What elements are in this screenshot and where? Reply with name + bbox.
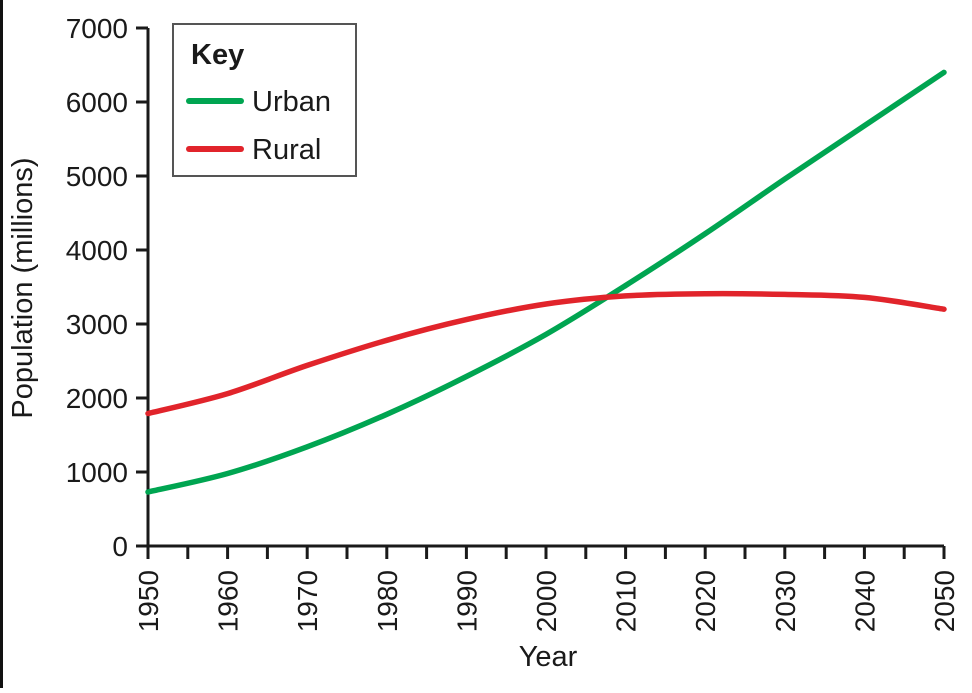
y-tick-label: 6000 (66, 87, 128, 118)
series-line-urban (145, 69, 947, 495)
x-tick-label: 1990 (451, 570, 482, 632)
x-tick-label: 2040 (849, 570, 880, 632)
x-tick-label: 1970 (292, 570, 323, 632)
x-axis-title: Year (519, 641, 578, 673)
x-tick-label: 2020 (690, 570, 721, 632)
y-tick-label: 2000 (66, 383, 128, 414)
y-tick-label: 0 (112, 531, 128, 562)
legend-title: Key (191, 39, 244, 71)
axis-ticks (136, 26, 946, 559)
x-tick-label: 2050 (929, 570, 960, 632)
x-tick-label: 2030 (770, 570, 801, 632)
x-tick-label: 1980 (372, 570, 403, 632)
y-tick-label: 1000 (66, 457, 128, 488)
x-tick-label: 1950 (133, 570, 164, 632)
page-left-border (0, 0, 3, 688)
x-tick-label: 1960 (213, 570, 244, 632)
y-tick-label: 4000 (66, 235, 128, 266)
legend: Key Urban Rural (172, 23, 357, 177)
tick-labels: 0 1000 2000 3000 4000 5000 6000 7000 1950 1960 197… (66, 13, 960, 632)
legend-label-rural: Rural (252, 134, 321, 166)
series-line-rural (145, 290, 947, 417)
series-lines (145, 69, 947, 495)
y-tick-label: 3000 (66, 309, 128, 340)
y-tick-label: 7000 (66, 13, 128, 44)
y-axis-title: Population (millions) (7, 157, 39, 418)
x-tick-label: 2000 (531, 570, 562, 632)
y-tick-label: 5000 (66, 161, 128, 192)
legend-label-urban: Urban (252, 86, 331, 118)
x-tick-label: 2010 (611, 570, 642, 632)
